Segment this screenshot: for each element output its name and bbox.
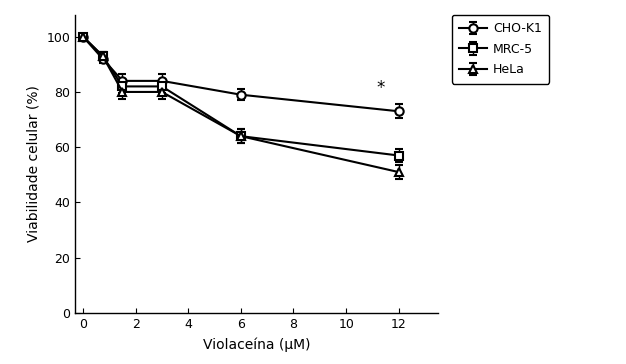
Legend: CHO-K1, MRC-5, HeLa: CHO-K1, MRC-5, HeLa bbox=[452, 15, 550, 84]
Text: *: * bbox=[376, 79, 384, 98]
Y-axis label: Viabilidade celular (%): Viabilidade celular (%) bbox=[27, 86, 41, 242]
X-axis label: Violaceína (μM): Violaceína (μM) bbox=[203, 338, 310, 352]
